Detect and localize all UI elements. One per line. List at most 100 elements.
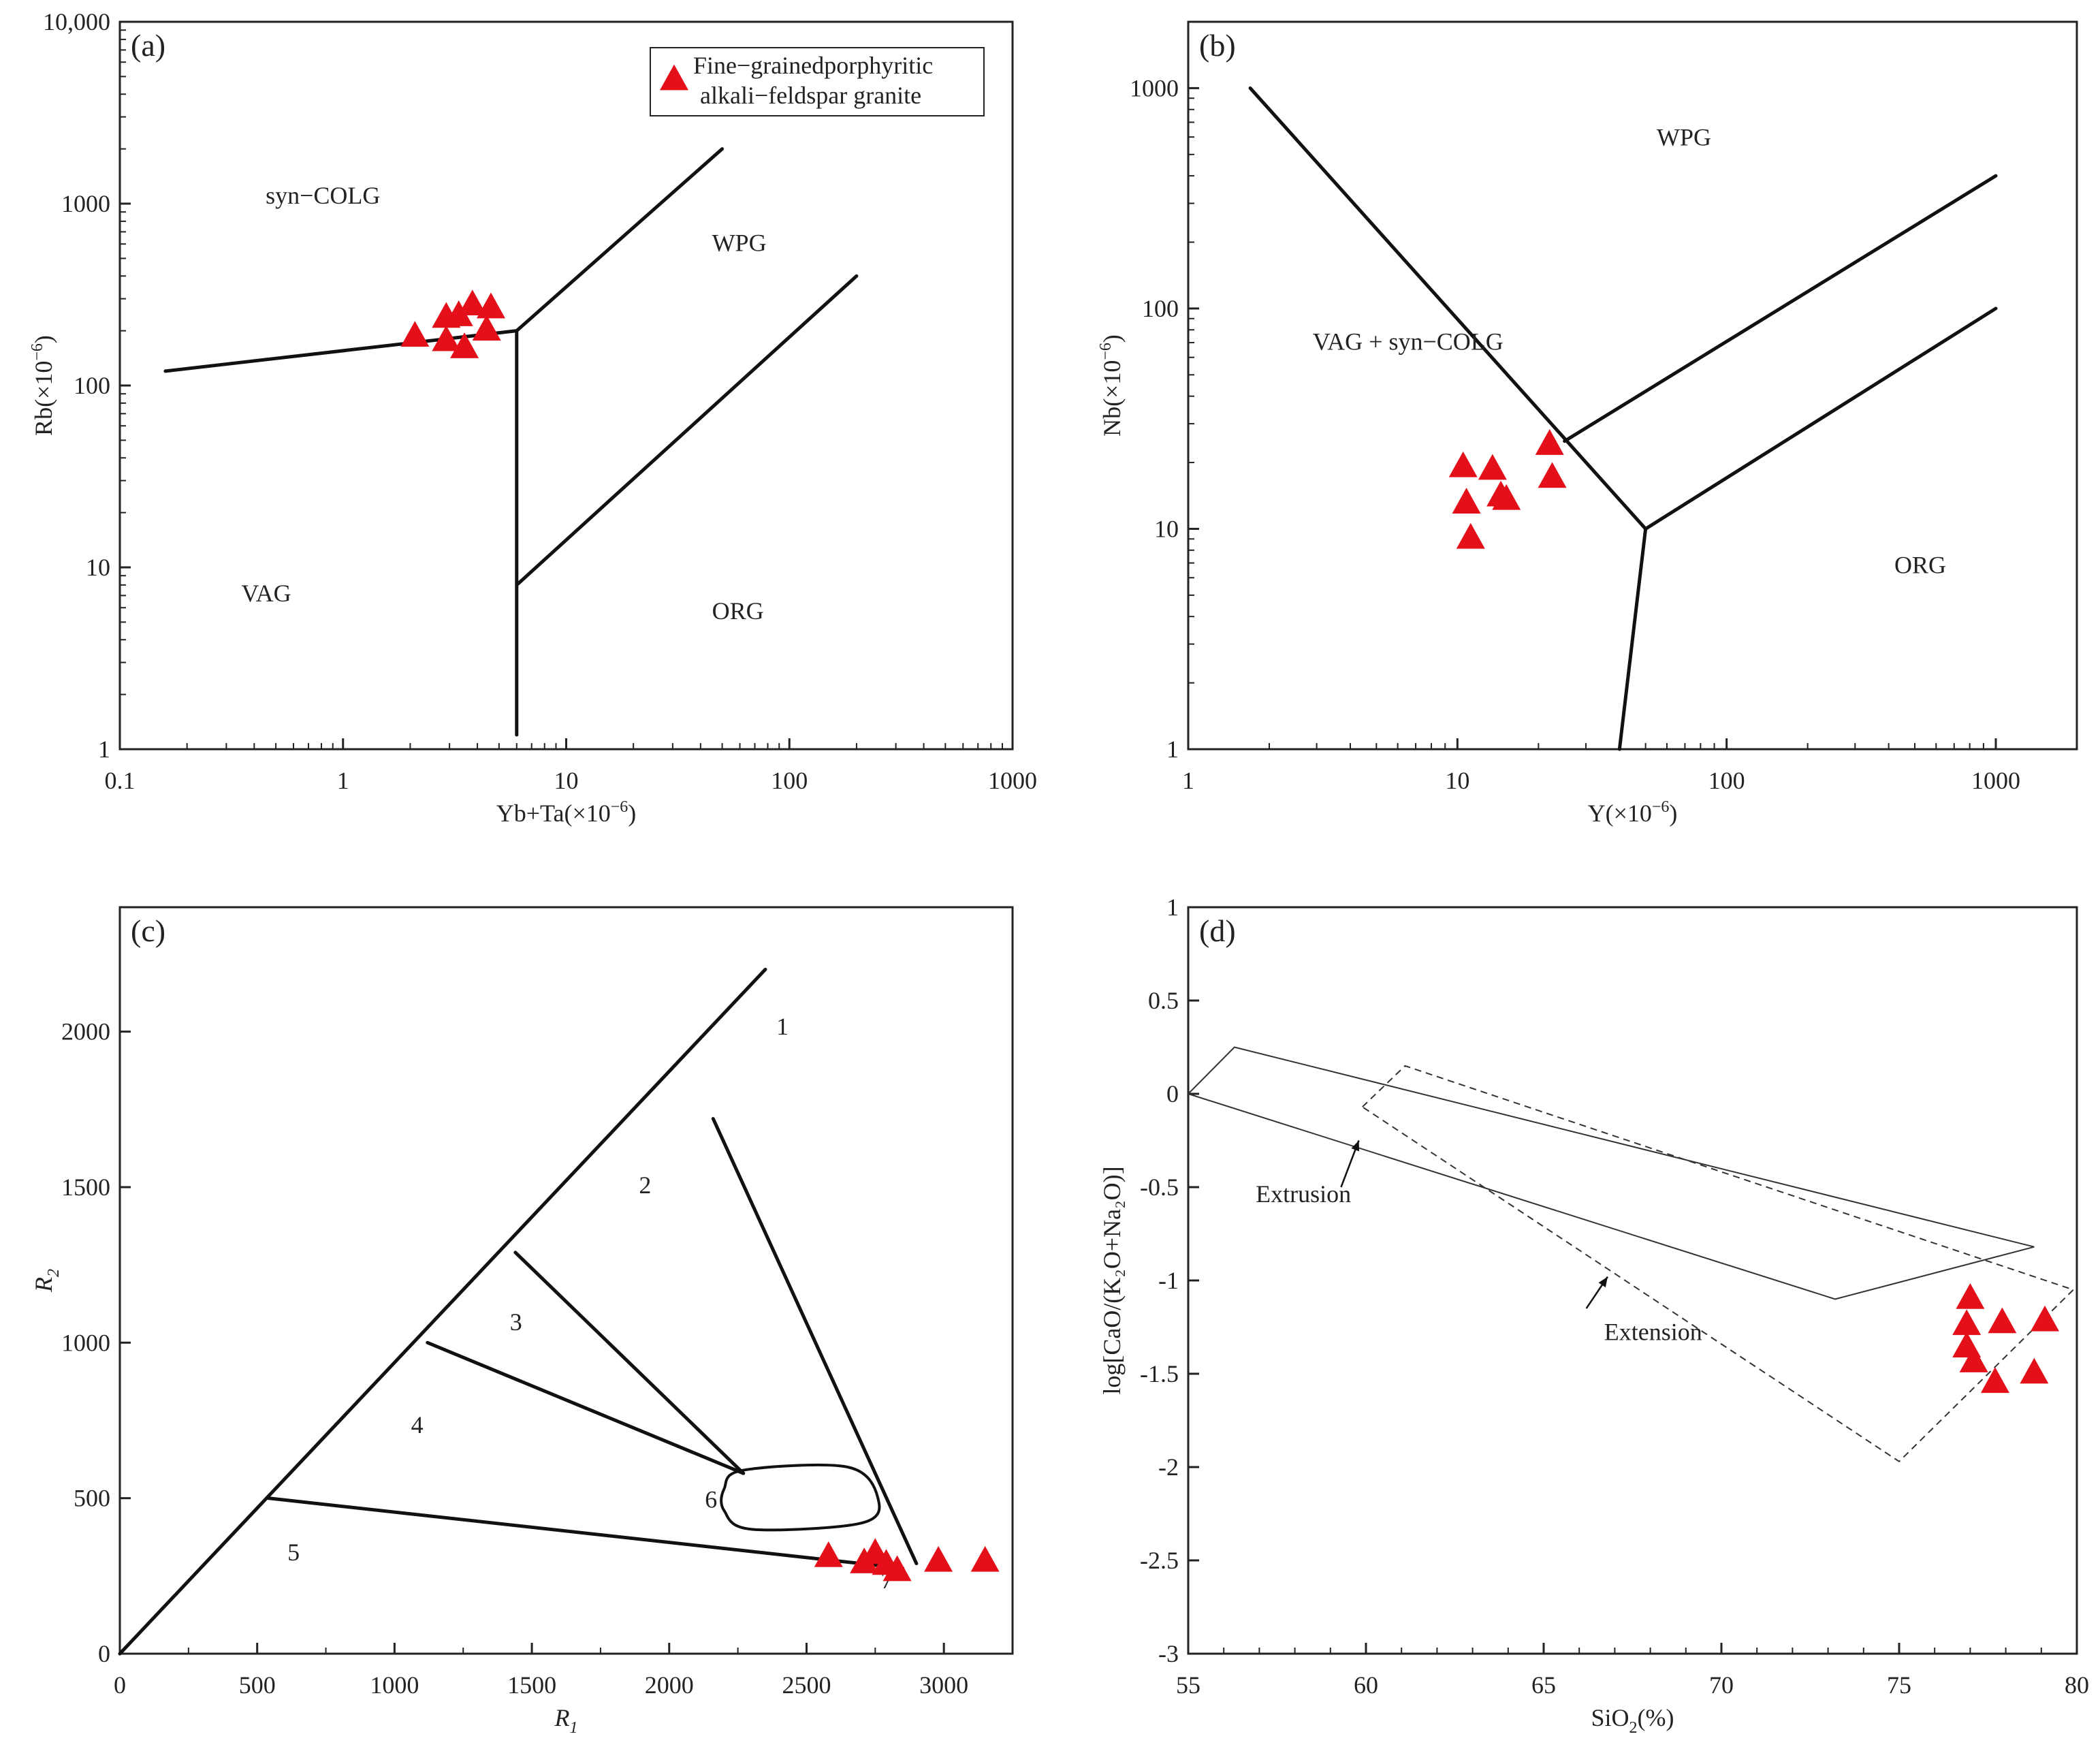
panel-a-boundary-line (163, 329, 519, 373)
panel-b-x-tick-label: 1000 (1971, 767, 2020, 794)
panel-c-x-tick-label: 0 (114, 1671, 126, 1699)
panel-c-zone-label: 4 (411, 1411, 424, 1438)
panel-d-data-point (2031, 1305, 2060, 1332)
panel-d-x-tick-label: 65 (1531, 1671, 1556, 1699)
panel-a-data-point (472, 315, 501, 341)
panel-d-x-tick-label: 75 (1887, 1671, 1911, 1699)
panel-d-frame (1187, 906, 2078, 1655)
panel-d-x-tick-label: 55 (1176, 1671, 1200, 1699)
panel-d-y-tick-label: -0.5 (1140, 1174, 1179, 1201)
panel-a-frame (118, 20, 1014, 751)
panel-a: syn−COLG WPG VAG ORG 0.1 1 10 100 1000 1 10 100 100… (29, 8, 1037, 827)
panel-c-y-tick-label: 0 (98, 1640, 110, 1667)
panel-c-data-point (814, 1541, 843, 1567)
panel-b-y-tick-label: 100 (1142, 295, 1179, 322)
panel-c-y-tick-label: 1000 (61, 1329, 110, 1356)
panel-a-x-tick-label: 100 (771, 767, 808, 794)
legend-entry-2: alkali−feldspar granite (700, 82, 921, 109)
panel-c-data-point (850, 1547, 879, 1573)
panel-b-data-point (1538, 462, 1567, 488)
panel-c-boundary-line (513, 1250, 746, 1475)
panel-d-x-axis-label: SiO2(%) (1591, 1704, 1674, 1737)
panel-d-y-tick-label: -3 (1158, 1640, 1179, 1667)
panel-b-boundary-line (1563, 174, 1998, 443)
extension-field (1362, 1065, 2075, 1463)
panel-b-y-axis-label: Nb(×10−6) (1097, 334, 1126, 437)
panel-b-data-point (1492, 484, 1521, 510)
panel-a-zone-label: syn−COLG (266, 182, 380, 209)
panel-c-x-tick-label: 500 (239, 1671, 276, 1699)
panel-b-label: (b) (1199, 28, 1236, 63)
panel-a-data-point (450, 332, 479, 358)
panel-b-x-axis-label: Y(×10−6) (1588, 798, 1678, 827)
panel-a-x-tick-label: 10 (554, 767, 579, 794)
panel-b-x-tick-label: 100 (1708, 767, 1745, 794)
panel-a-data-point (400, 321, 430, 347)
panel-a-data-point (458, 289, 487, 316)
panel-c-x-tick-label: 3000 (919, 1671, 968, 1699)
panel-d-x-tick-label: 60 (1354, 1671, 1378, 1699)
panel-d-x-tick-label: 80 (2065, 1671, 2089, 1699)
panel-c-zone-label: 5 (287, 1539, 300, 1566)
panel-b-zone-label: VAG + syn−COLG (1313, 328, 1504, 355)
panel-b: WPG VAG + syn−COLG ORG 1 10 100 1000 1 10 100 100… (1097, 20, 2078, 827)
panel-b-zone-label: WPG (1657, 123, 1711, 151)
panel-a-x-tick-label: 1000 (988, 767, 1037, 794)
panel-b-boundary-line (1617, 526, 1648, 751)
panel-b-data-point (1535, 429, 1564, 455)
panel-c-y-tick-label: 1500 (61, 1174, 110, 1201)
region-6-outline (720, 1463, 881, 1532)
panel-d-arrow-head (1351, 1140, 1360, 1152)
panel-d-y-axis-label: log[CaO/(K₂O+Na₂O)] (1098, 1166, 1126, 1394)
panel-a-zone-label: WPG (712, 229, 767, 256)
panel-d-data-point (2020, 1357, 2049, 1384)
panel-a-y-tick-label: 10,000 (43, 8, 110, 35)
panel-c-boundary-line (266, 1496, 905, 1570)
panel-d-annotation-label: Extrusion (1256, 1180, 1351, 1208)
panel-c-y-tick-label: 500 (74, 1485, 110, 1512)
panel-d-annotation-label: Extension (1604, 1319, 1702, 1346)
extrusion-field (1188, 1046, 2035, 1300)
panel-c-y-axis-label: R2 (30, 1269, 63, 1293)
panel-a-zone-label: ORG (712, 597, 764, 625)
panel-d-data-point (1956, 1282, 1985, 1309)
panel-b-data-point (1452, 488, 1481, 514)
panel-d-data-point (1988, 1307, 2017, 1334)
panel-d-y-tick-label: 1 (1166, 894, 1179, 921)
panel-b-y-tick-label: 10 (1154, 515, 1179, 542)
panel-c-data-point (970, 1545, 1000, 1572)
panel-d-y-tick-label: -2.5 (1140, 1547, 1179, 1574)
panel-d-y-tick-label: -1 (1158, 1267, 1179, 1294)
panel-c-data-point (882, 1555, 912, 1581)
panel-c-boundary-line (426, 1340, 746, 1475)
panel-d-data-point (1980, 1367, 2009, 1394)
panel-c-x-tick-label: 1500 (507, 1671, 556, 1699)
panel-c-zone-label: 2 (639, 1171, 651, 1199)
panel-a-y-axis-label: Rb(×10−6) (29, 335, 57, 436)
panel-d-y-tick-label: 0.5 (1148, 987, 1179, 1014)
panel-c-x-axis-label: R1 (554, 1704, 578, 1737)
panel-a-data-point (432, 325, 461, 351)
panel-b-x-tick-label: 1 (1182, 767, 1194, 794)
panel-b-zone-label: ORG (1894, 551, 1946, 578)
panel-c-y-tick-label: 2000 (61, 1018, 110, 1045)
panel-a-x-axis-label: Yb+Ta(×10−6) (496, 798, 637, 827)
panel-c-boundary-line (711, 1117, 919, 1566)
panel-c-frame (118, 906, 1014, 1655)
panel-b-x-tick-label: 10 (1445, 767, 1469, 794)
panel-a-boundary-line (515, 147, 725, 333)
panel-b-data-point (1456, 522, 1485, 549)
panel-a-x-tick-label: 0.1 (105, 767, 136, 794)
panel-d-label: (d) (1199, 913, 1236, 948)
panel-d-y-tick-label: -1.5 (1140, 1360, 1179, 1387)
panel-a-x-tick-label: 1 (337, 767, 349, 794)
panel-a-y-tick-label: 1000 (61, 190, 110, 217)
panel-a-zone-label: VAG (241, 580, 291, 607)
panel-c-label: (c) (131, 913, 165, 948)
panel-d-data-point (1959, 1347, 1988, 1372)
legend-marker (660, 64, 688, 91)
panel-b-y-tick-label: 1000 (1130, 74, 1179, 101)
panel-d-y-tick-label: -2 (1158, 1453, 1179, 1481)
panel-d-x-tick-label: 70 (1709, 1671, 1734, 1699)
